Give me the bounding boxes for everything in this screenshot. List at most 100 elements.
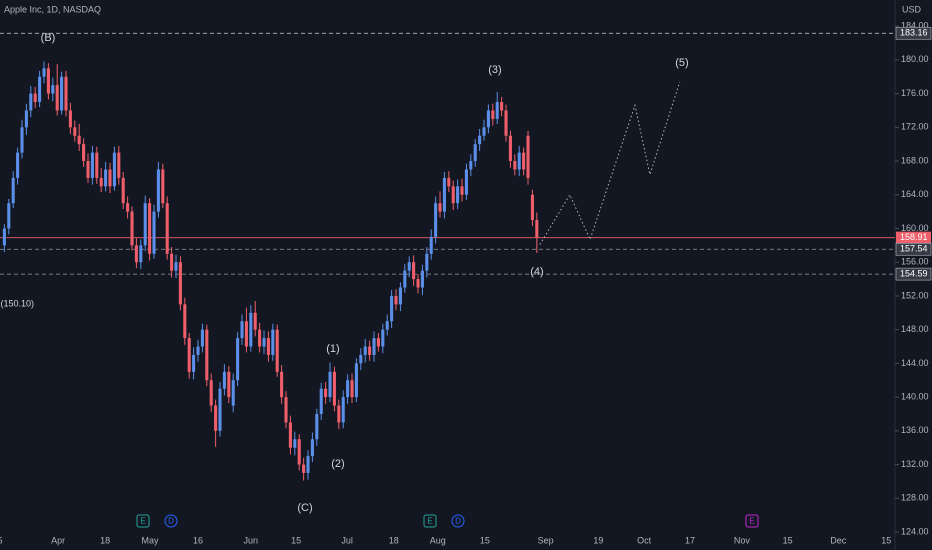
candle-body bbox=[174, 262, 178, 271]
candle-body bbox=[385, 321, 389, 330]
candle-body bbox=[451, 186, 455, 204]
candle-body bbox=[324, 388, 328, 398]
event-icon bbox=[164, 514, 178, 528]
candle-body bbox=[407, 262, 411, 271]
candle-body bbox=[99, 177, 103, 187]
candle-body bbox=[178, 262, 182, 305]
x-tick-label: 18 bbox=[100, 535, 110, 545]
chart-title: Apple Inc, 1D, NASDAQ bbox=[4, 4, 101, 14]
candle-body bbox=[121, 177, 125, 204]
y-tick-label: 132.00 bbox=[901, 459, 929, 469]
candle-body bbox=[187, 338, 191, 372]
candle-body bbox=[425, 253, 429, 271]
price-label: 158.91 bbox=[900, 232, 928, 242]
wave-label: (C) bbox=[297, 502, 312, 514]
candle-body bbox=[429, 236, 433, 254]
y-tick-label: 184.00 bbox=[901, 21, 929, 31]
candle-body bbox=[196, 346, 200, 355]
x-tick-label: 18 bbox=[389, 535, 399, 545]
candle-body bbox=[368, 346, 372, 355]
candle-body bbox=[315, 413, 319, 440]
candle-body bbox=[310, 439, 314, 457]
candle-body bbox=[403, 270, 407, 288]
candle-body bbox=[24, 110, 28, 128]
candle-body bbox=[222, 371, 226, 389]
x-tick-label: Jun bbox=[244, 535, 259, 545]
candle-body bbox=[95, 152, 99, 178]
candle-body bbox=[77, 135, 81, 145]
candle-body bbox=[420, 270, 424, 288]
y-tick-label: 172.00 bbox=[901, 122, 929, 132]
candle-body bbox=[363, 346, 367, 355]
y-tick-label: 136.00 bbox=[901, 425, 929, 435]
event-label: E bbox=[749, 517, 754, 526]
event-label: D bbox=[455, 517, 461, 526]
candle-body bbox=[464, 169, 468, 195]
event-icon bbox=[423, 514, 437, 528]
candle-body bbox=[350, 380, 354, 398]
event-label: E bbox=[140, 517, 145, 526]
candle-body bbox=[2, 228, 6, 246]
candle-body bbox=[526, 135, 530, 178]
wave-label: (B) bbox=[41, 32, 56, 44]
candle-body bbox=[495, 102, 499, 119]
x-tick-label: 15 bbox=[783, 535, 793, 545]
candle-body bbox=[442, 177, 446, 212]
candle-body bbox=[412, 262, 416, 280]
x-tick-label: 5 bbox=[0, 535, 3, 545]
candle-body bbox=[372, 338, 376, 355]
price-label-box bbox=[895, 267, 932, 281]
wave-label: (4) bbox=[530, 266, 543, 278]
candle-body bbox=[161, 169, 165, 204]
candle-body bbox=[381, 329, 385, 347]
y-tick-label: 128.00 bbox=[901, 493, 929, 503]
y-tick-label: 156.00 bbox=[901, 257, 929, 267]
candle-body bbox=[271, 329, 275, 355]
event-icon bbox=[451, 514, 465, 528]
x-tick-label: Jul bbox=[341, 535, 353, 545]
candle-body bbox=[398, 287, 402, 305]
candle-body bbox=[491, 110, 495, 119]
candle-body bbox=[434, 203, 438, 237]
candle-body bbox=[297, 439, 301, 465]
candle-body bbox=[51, 85, 55, 94]
candle-body bbox=[359, 354, 363, 364]
x-tick-label: 15 bbox=[881, 535, 891, 545]
y-tick-label: 164.00 bbox=[901, 189, 929, 199]
candle-body bbox=[284, 397, 288, 423]
event-label: D bbox=[168, 517, 174, 526]
candle-body bbox=[60, 76, 64, 111]
candle-body bbox=[82, 144, 86, 162]
candle-body bbox=[227, 371, 231, 398]
candle-body bbox=[90, 152, 94, 178]
candle-body bbox=[33, 93, 37, 103]
candle-body bbox=[500, 102, 504, 111]
candle-body bbox=[504, 110, 508, 136]
candle-body bbox=[302, 464, 306, 473]
candle-body bbox=[332, 371, 336, 406]
x-tick-label: Oct bbox=[637, 535, 652, 545]
candle-body bbox=[244, 321, 248, 347]
candle-body bbox=[192, 354, 196, 372]
currency: USD bbox=[902, 4, 922, 14]
candle-body bbox=[108, 169, 112, 187]
y-tick-label: 176.00 bbox=[901, 88, 929, 98]
candle-body bbox=[73, 127, 77, 136]
y-tick-label: 124.00 bbox=[901, 526, 929, 536]
candle-body bbox=[341, 397, 345, 423]
candle-body bbox=[200, 329, 204, 347]
candle-body bbox=[170, 253, 174, 271]
candle-body bbox=[275, 329, 279, 372]
candle-body bbox=[112, 152, 116, 187]
x-tick-label: 15 bbox=[480, 535, 490, 545]
candle-body bbox=[535, 220, 539, 238]
candle-body bbox=[236, 338, 240, 381]
candle-body bbox=[262, 338, 266, 347]
x-tick-label: 19 bbox=[593, 535, 603, 545]
candle-body bbox=[293, 439, 297, 448]
candle-body bbox=[522, 152, 526, 170]
x-tick-label: 15 bbox=[291, 535, 301, 545]
candle-body bbox=[486, 110, 490, 128]
candle-body bbox=[148, 203, 152, 254]
y-tick-label: 180.00 bbox=[901, 54, 929, 64]
